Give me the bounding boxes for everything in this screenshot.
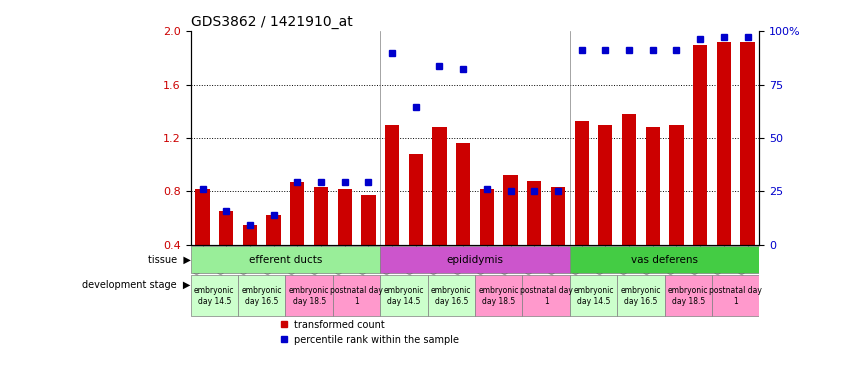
Bar bbox=[527, 181, 542, 245]
FancyBboxPatch shape bbox=[333, 275, 380, 316]
Bar bbox=[385, 125, 399, 245]
Bar bbox=[337, 189, 352, 245]
Bar bbox=[740, 42, 754, 245]
Bar bbox=[314, 187, 328, 245]
FancyBboxPatch shape bbox=[522, 275, 570, 316]
FancyBboxPatch shape bbox=[475, 275, 522, 316]
Text: tissue  ▶: tissue ▶ bbox=[148, 255, 191, 265]
FancyBboxPatch shape bbox=[238, 275, 285, 316]
Bar bbox=[362, 195, 375, 245]
Text: embryonic
day 18.5: embryonic day 18.5 bbox=[289, 286, 330, 306]
Legend: transformed count, percentile rank within the sample: transformed count, percentile rank withi… bbox=[275, 316, 463, 349]
Bar bbox=[622, 114, 636, 245]
Text: vas deferens: vas deferens bbox=[631, 255, 698, 265]
FancyBboxPatch shape bbox=[191, 246, 380, 273]
FancyBboxPatch shape bbox=[380, 275, 427, 316]
Text: embryonic
day 16.5: embryonic day 16.5 bbox=[431, 286, 472, 306]
Bar bbox=[598, 125, 612, 245]
Text: efferent ducts: efferent ducts bbox=[249, 255, 322, 265]
Bar bbox=[693, 45, 707, 245]
Bar bbox=[574, 121, 589, 245]
Text: postnatal day
1: postnatal day 1 bbox=[709, 286, 762, 306]
Text: embryonic
day 14.5: embryonic day 14.5 bbox=[383, 286, 424, 306]
FancyBboxPatch shape bbox=[427, 275, 475, 316]
Bar bbox=[432, 127, 447, 245]
FancyBboxPatch shape bbox=[712, 275, 759, 316]
Text: embryonic
day 14.5: embryonic day 14.5 bbox=[194, 286, 235, 306]
Bar bbox=[290, 182, 304, 245]
Bar bbox=[504, 175, 518, 245]
FancyBboxPatch shape bbox=[380, 246, 570, 273]
Bar bbox=[646, 127, 660, 245]
Text: development stage  ▶: development stage ▶ bbox=[82, 280, 191, 290]
Bar bbox=[551, 187, 565, 245]
Text: postnatal day
1: postnatal day 1 bbox=[520, 286, 573, 306]
Bar bbox=[243, 225, 257, 245]
Bar bbox=[409, 154, 423, 245]
Bar bbox=[479, 189, 494, 245]
FancyBboxPatch shape bbox=[285, 275, 333, 316]
Text: embryonic
day 16.5: embryonic day 16.5 bbox=[241, 286, 282, 306]
Text: postnatal day
1: postnatal day 1 bbox=[331, 286, 383, 306]
FancyBboxPatch shape bbox=[570, 275, 617, 316]
FancyBboxPatch shape bbox=[664, 275, 712, 316]
Text: embryonic
day 18.5: embryonic day 18.5 bbox=[668, 286, 709, 306]
FancyBboxPatch shape bbox=[617, 275, 664, 316]
Bar bbox=[669, 125, 684, 245]
Bar bbox=[195, 189, 209, 245]
FancyBboxPatch shape bbox=[570, 246, 759, 273]
Text: embryonic
day 14.5: embryonic day 14.5 bbox=[574, 286, 614, 306]
Text: embryonic
day 18.5: embryonic day 18.5 bbox=[479, 286, 519, 306]
Bar bbox=[456, 143, 470, 245]
Text: GDS3862 / 1421910_at: GDS3862 / 1421910_at bbox=[191, 15, 352, 29]
Bar bbox=[220, 211, 233, 245]
Bar bbox=[717, 42, 731, 245]
Text: embryonic
day 16.5: embryonic day 16.5 bbox=[621, 286, 661, 306]
Bar bbox=[267, 215, 281, 245]
FancyBboxPatch shape bbox=[191, 275, 238, 316]
Text: epididymis: epididymis bbox=[447, 255, 504, 265]
